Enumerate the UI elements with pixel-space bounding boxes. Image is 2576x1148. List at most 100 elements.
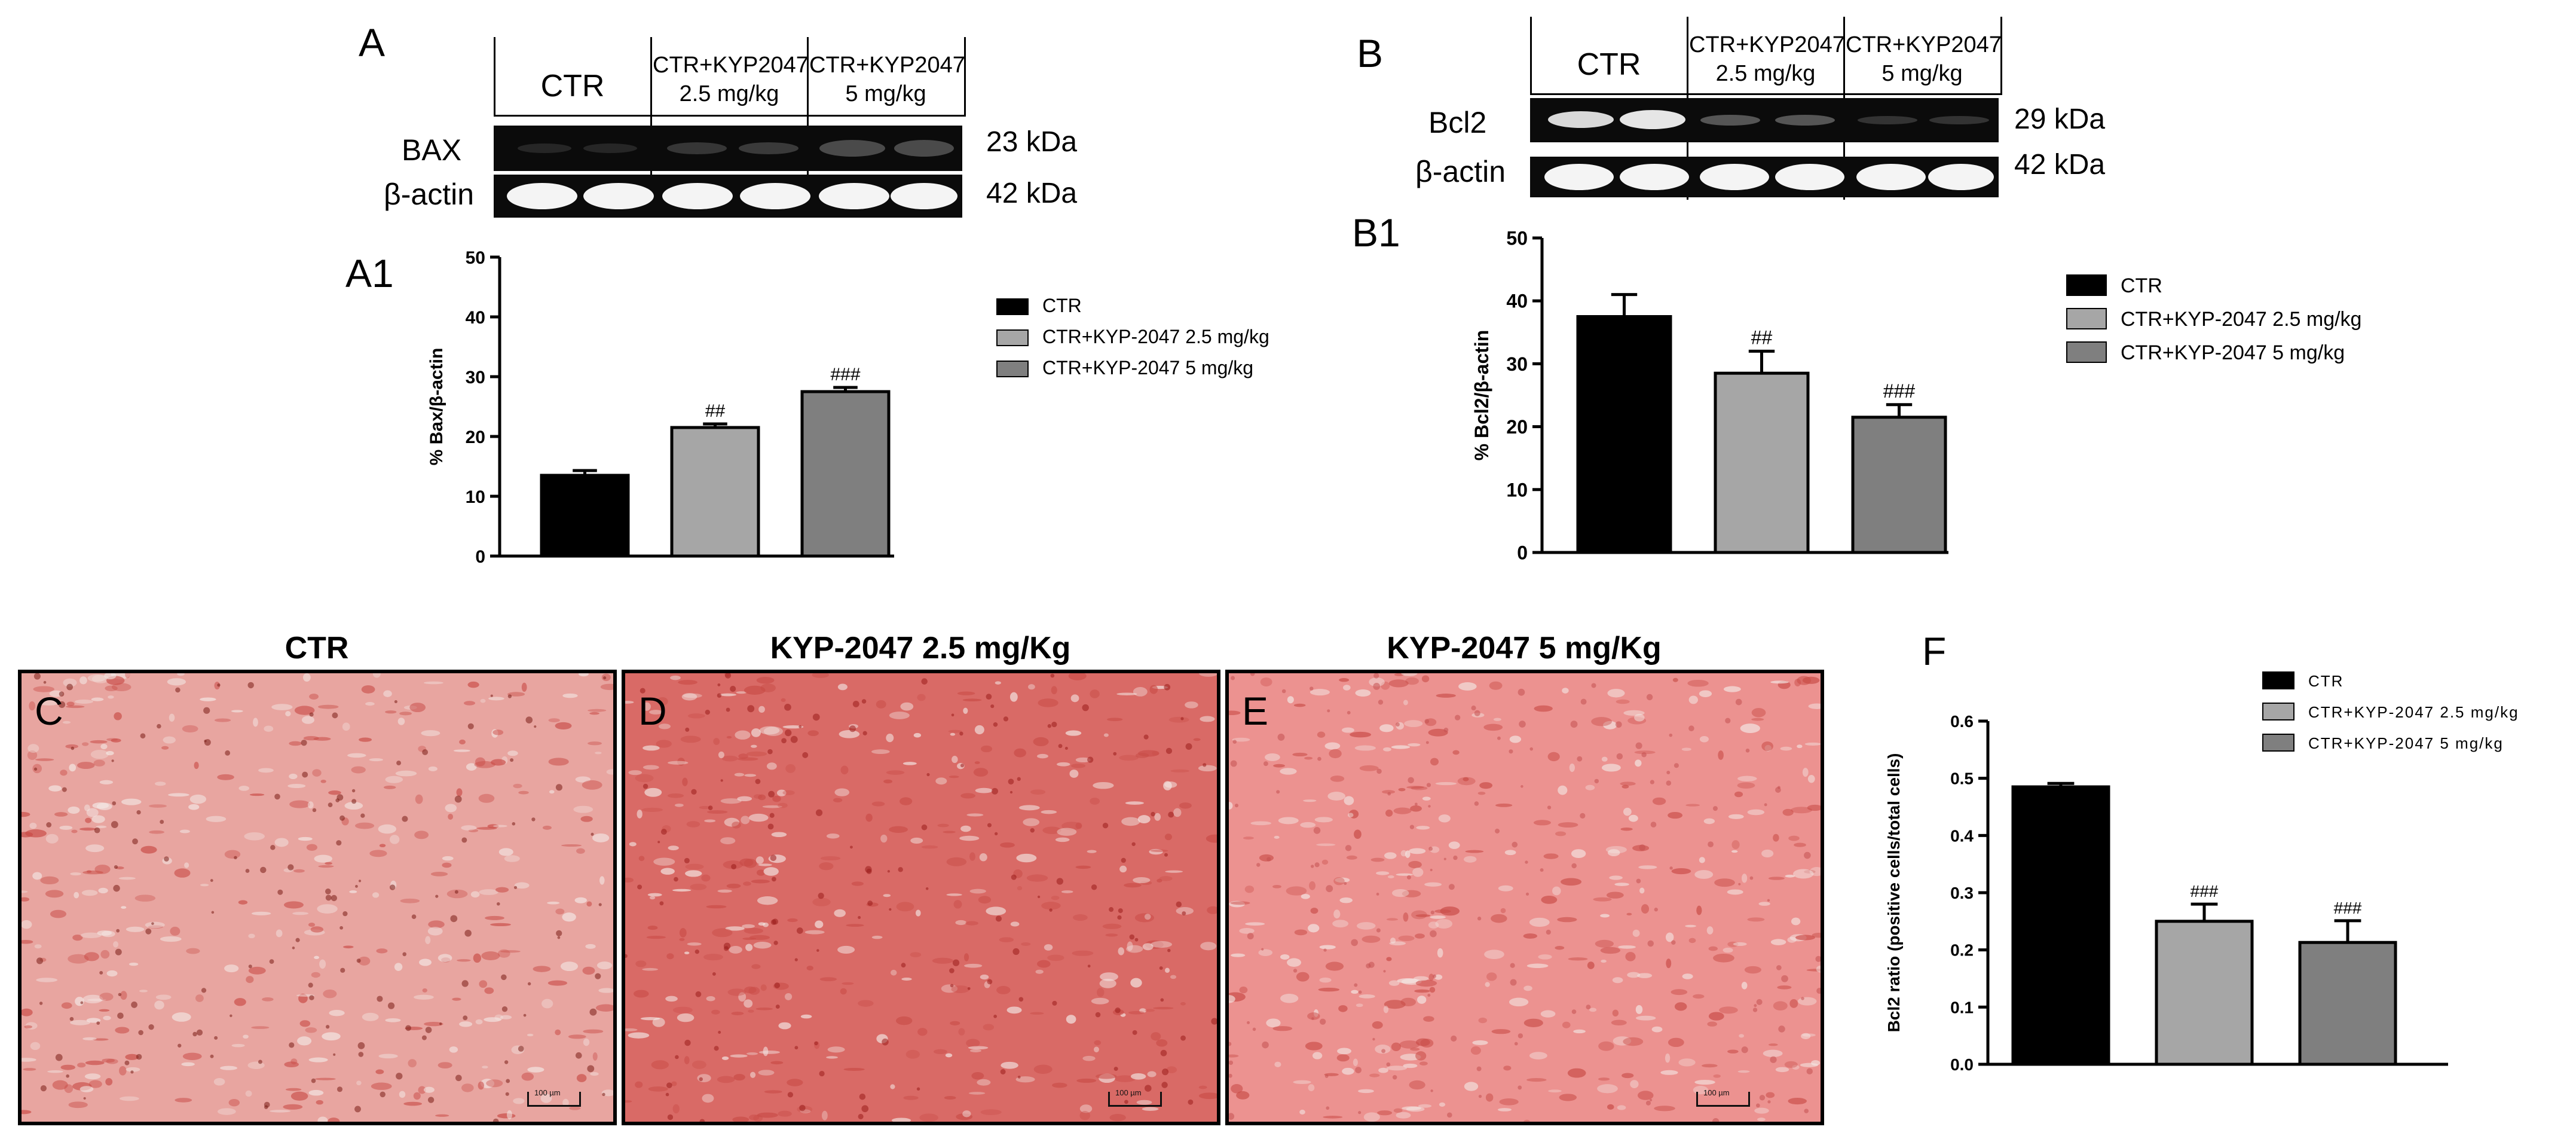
tissue-fiber	[448, 813, 454, 820]
tissue-fiber	[1266, 1018, 1281, 1028]
stained-cell	[377, 996, 383, 1002]
stained-cell	[1047, 724, 1052, 728]
tissue-fiber	[726, 883, 741, 889]
tissue-fiber	[1687, 679, 1709, 687]
tissue-fiber	[449, 1046, 458, 1053]
tissue-fiber	[974, 761, 980, 764]
tissue-fiber	[680, 735, 701, 743]
tissue-fiber	[1405, 677, 1419, 685]
tissue-fiber	[126, 926, 145, 932]
tissue-fiber	[1356, 922, 1376, 930]
tissue-fiber	[376, 948, 388, 954]
tissue-fiber	[1071, 764, 1086, 768]
stained-cell	[960, 764, 965, 768]
stained-cell	[557, 936, 561, 939]
tissue-fiber	[588, 741, 602, 746]
tissue-fiber	[1287, 696, 1294, 704]
stained-cell	[1816, 988, 1821, 994]
tissue-fiber	[400, 898, 420, 903]
stained-cell	[1712, 1118, 1720, 1122]
stained-cell	[1261, 948, 1264, 951]
stained-cell	[210, 1054, 214, 1058]
tissue-fiber	[937, 823, 949, 828]
tissue-fiber	[479, 889, 498, 895]
tissue-fiber	[289, 800, 310, 808]
tissue-fiber	[1258, 949, 1273, 956]
tissue-fiber	[685, 863, 704, 870]
tissue-fiber	[342, 722, 350, 731]
tissue-fiber	[47, 1070, 63, 1073]
tissue-fiber	[1400, 997, 1417, 1007]
stained-cell	[178, 1043, 182, 1048]
stained-cell	[1232, 740, 1237, 744]
tissue-fiber	[1198, 1092, 1217, 1100]
stained-cell	[1229, 1060, 1234, 1065]
tissue-fiber	[1017, 886, 1023, 891]
tissue-fiber	[399, 712, 412, 716]
stained-cell	[1354, 983, 1358, 987]
tissue-fiber	[743, 881, 751, 886]
tissue-fiber	[540, 1094, 552, 1103]
legend-swatch	[2262, 703, 2294, 720]
tissue-fiber	[105, 1078, 113, 1086]
tissue-fiber	[1393, 1108, 1403, 1113]
tissue-fiber	[1124, 883, 1142, 888]
stained-cell	[819, 1070, 825, 1077]
tissue-fiber	[500, 1015, 512, 1019]
tissue-fiber	[800, 1014, 812, 1019]
tissue-fiber	[804, 930, 825, 935]
tissue-fiber	[1688, 695, 1698, 704]
tissue-fiber	[1033, 737, 1049, 747]
tissue-fiber	[1286, 886, 1307, 896]
tissue-fiber	[87, 674, 106, 682]
stained-cell	[1011, 874, 1017, 880]
tissue-fiber	[717, 889, 732, 893]
tissue-fiber	[228, 1098, 240, 1107]
tissue-fiber	[79, 676, 87, 685]
tissue-fiber	[361, 685, 375, 694]
stained-cell	[360, 813, 365, 818]
stained-cell	[684, 857, 690, 863]
stained-cell	[1510, 963, 1515, 968]
tissue-fiber	[251, 1026, 270, 1029]
tissue-fiber	[316, 1100, 323, 1105]
tissue-fiber	[1321, 859, 1329, 865]
tissue-fiber	[744, 927, 763, 934]
tissue-fiber	[86, 1018, 101, 1023]
tissue-fiber	[900, 797, 913, 805]
tissue-fiber	[1618, 945, 1636, 949]
tissue-fiber	[1503, 1065, 1512, 1071]
header-line: 2.5 mg/kg	[1715, 60, 1816, 86]
tissue-fiber	[1150, 849, 1168, 853]
stained-cell	[1087, 756, 1094, 763]
stained-cell	[1518, 688, 1525, 696]
stained-cell	[1247, 1021, 1250, 1024]
blot-band	[667, 142, 727, 154]
tissue-fiber	[1634, 713, 1645, 722]
stained-cell	[1520, 785, 1523, 788]
tissue-fiber	[238, 900, 248, 905]
stained-cell	[1176, 901, 1182, 908]
tissue-fiber	[1272, 1026, 1293, 1031]
tissue-fiber	[704, 819, 716, 823]
tissue-fiber	[919, 1113, 938, 1122]
stained-cell	[380, 1091, 386, 1098]
tissue-fiber	[1116, 692, 1137, 695]
tissue-fiber	[1693, 994, 1705, 999]
tissue-fiber	[521, 682, 527, 692]
tissue-fiber	[186, 948, 200, 954]
tissue-fiber	[423, 1086, 435, 1093]
blot-a-row1-kda: 23 kDa	[986, 126, 1078, 158]
tissue-fiber	[181, 1062, 195, 1067]
tissue-fiber	[1041, 810, 1057, 814]
tissue-fiber	[480, 698, 486, 703]
tissue-fiber	[643, 702, 651, 711]
tissue-fiber	[1028, 684, 1035, 690]
tissue-fiber	[656, 740, 672, 748]
tissue-fiber	[677, 1013, 695, 1022]
stained-cell	[270, 845, 276, 850]
stained-cell	[882, 1038, 889, 1046]
tissue-fiber	[886, 770, 905, 775]
stained-cell	[455, 1074, 462, 1082]
